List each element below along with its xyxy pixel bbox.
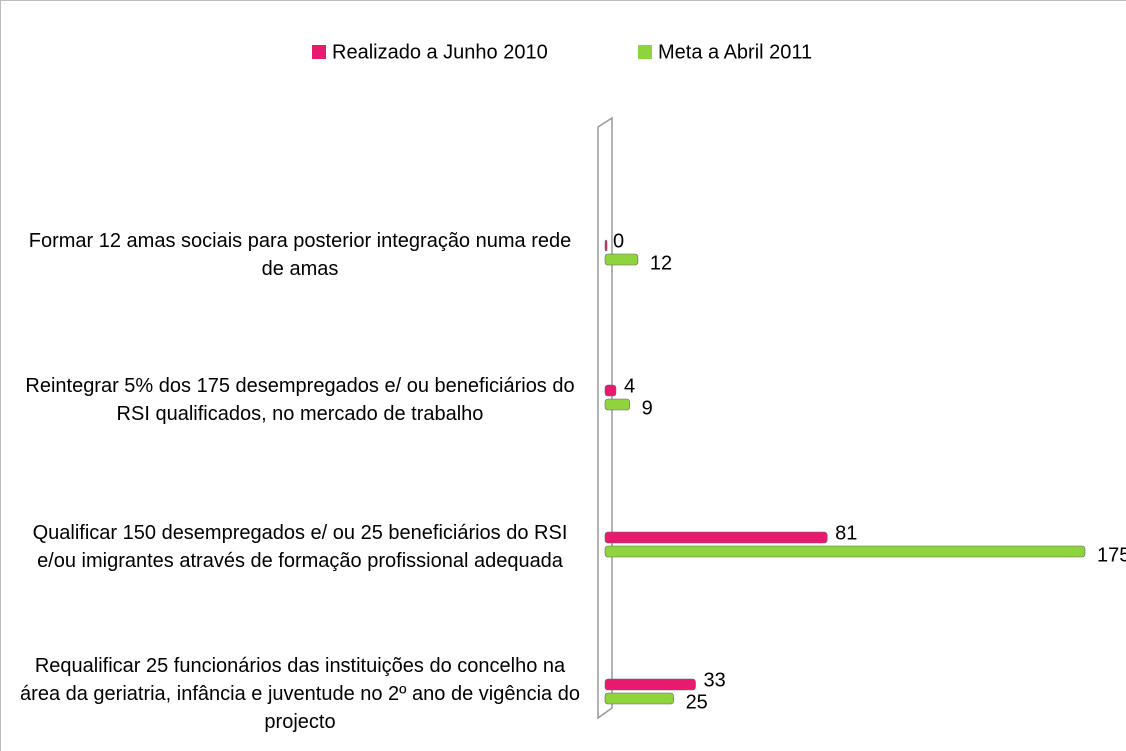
bar bbox=[604, 692, 674, 705]
value-label: 25 bbox=[686, 691, 708, 713]
bar bbox=[604, 678, 696, 691]
value-label: 4 bbox=[624, 375, 635, 397]
axis-wall bbox=[597, 116, 613, 720]
bar bbox=[604, 384, 617, 397]
bar bbox=[604, 398, 630, 411]
bar bbox=[604, 253, 639, 266]
value-label: 0 bbox=[613, 230, 624, 252]
legend-label: Realizado a Junho 2010 bbox=[332, 41, 548, 63]
bar bbox=[604, 531, 828, 544]
value-label: 81 bbox=[835, 522, 857, 544]
legend-swatch bbox=[312, 45, 326, 59]
category-label: Qualificar 150 desempregados e/ ou 25 be… bbox=[32, 522, 568, 572]
legend-label: Meta a Abril 2011 bbox=[658, 41, 812, 63]
category-label: Formar 12 amas sociais para posterior in… bbox=[28, 230, 572, 280]
value-label: 12 bbox=[650, 252, 672, 274]
value-label: 33 bbox=[704, 669, 726, 691]
value-label: 175 bbox=[1097, 544, 1126, 566]
value-label: 9 bbox=[642, 397, 653, 419]
legend-swatch bbox=[638, 45, 652, 59]
category-label: Reintegrar 5% dos 175 desempregados e/ o… bbox=[25, 375, 575, 425]
category-label: Requalificar 25 funcionários das institu… bbox=[20, 655, 580, 733]
bar bbox=[604, 545, 1086, 558]
bar bbox=[604, 239, 608, 252]
